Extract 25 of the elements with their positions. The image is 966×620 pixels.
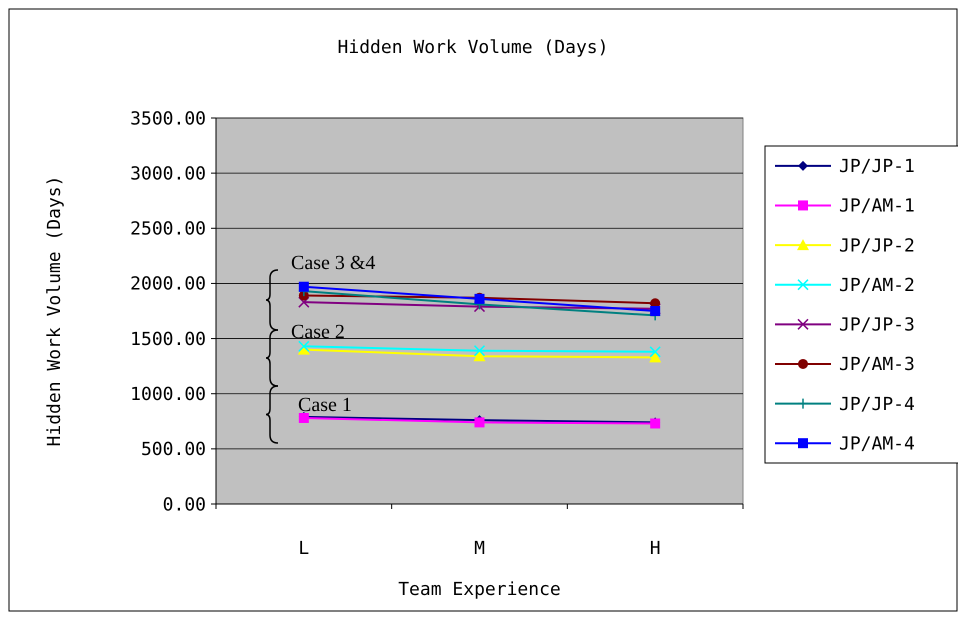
x-axis-title: Team Experience (398, 579, 561, 600)
chart-title: Hidden Work Volume (Days) (338, 37, 608, 58)
legend-label: JP/AM-3 (839, 354, 915, 376)
legend-label: JP/JP-3 (839, 314, 915, 336)
x-tick-label: M (474, 538, 486, 559)
y-tick-label: 0.00 (162, 494, 206, 516)
annotation: Case 1 (298, 394, 352, 416)
annotation: Case 3 &4 (291, 252, 376, 274)
y-tick-label: 3000.00 (130, 163, 206, 184)
legend-label: JP/JP-2 (839, 235, 915, 256)
y-tick-label: 2000.00 (130, 274, 206, 295)
x-tick-label: L (298, 538, 310, 559)
legend-label: JP/AM-4 (839, 433, 915, 454)
legend-label: JP/AM-2 (839, 274, 915, 296)
y-tick-label: 500.00 (140, 439, 206, 460)
legend-label: JP/JP-1 (839, 156, 915, 178)
legend-label: JP/JP-4 (839, 394, 915, 415)
y-tick-label: 3500.00 (130, 108, 206, 130)
y-tick-label: 1500.00 (130, 328, 206, 350)
y-axis-title: Hidden Work Volume (Days) (44, 176, 65, 446)
y-tick-label: 1000.00 (130, 384, 206, 406)
y-tick-label: 2500.00 (130, 218, 206, 240)
legend-label: JP/AM-1 (839, 196, 915, 217)
x-tick-label: H (650, 538, 661, 559)
annotation: Case 2 (291, 321, 345, 343)
